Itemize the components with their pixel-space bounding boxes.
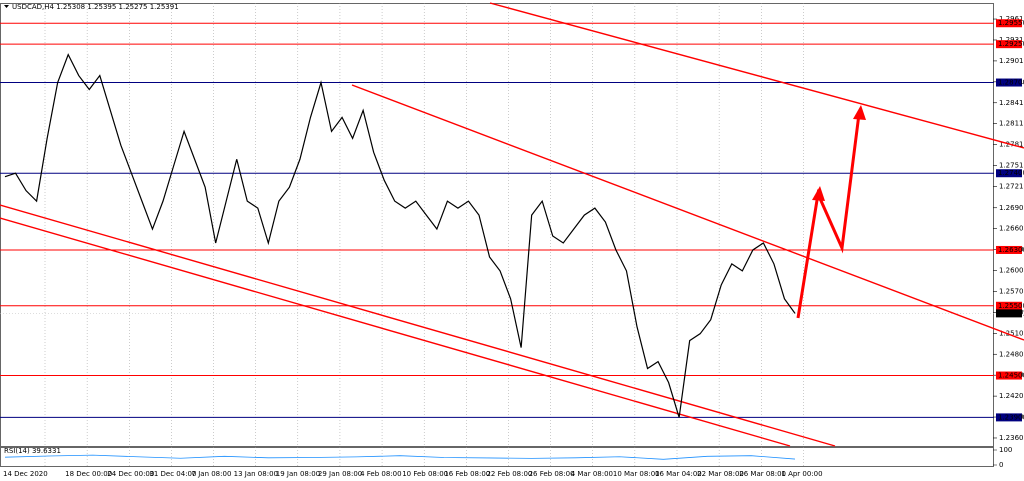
x-tick-label: 26 Feb 08:00: [529, 470, 575, 478]
levels: 1.29550 1.29250 1.28700 1.27400 1.26300 1.255…: [0, 19, 1024, 422]
x-tick-label: 1 Apr 00:00: [781, 470, 822, 478]
arrow-head: [853, 105, 866, 120]
level-label: 1.23900: [998, 413, 1024, 421]
trend-line: [489, 2, 1024, 149]
y-tick-label: 1.24205: [999, 392, 1024, 400]
level-tag: [996, 19, 1022, 28]
trend-line: [0, 204, 836, 447]
level-tag: [996, 371, 1022, 380]
x-tick-label: 7 Jan 08:00: [192, 470, 232, 478]
x-tick-label: 4 Feb 08:00: [360, 470, 401, 478]
x-tick-label: 29 Jan 08:00: [318, 470, 362, 478]
rsi-frame: [0, 447, 994, 467]
x-tick-label: 22 Feb 08:00: [486, 470, 532, 478]
last-price-label: 1.25391: [998, 309, 1024, 317]
level-label: 1.29550: [998, 19, 1024, 27]
level-tag: [996, 40, 1022, 49]
price-line: [4, 53, 796, 418]
y-tick-label: 1.25705: [999, 287, 1024, 295]
level-tag: [996, 413, 1022, 422]
y-tick-label: 1.28110: [999, 120, 1024, 128]
rsi-line: [4, 454, 796, 460]
level-label: 1.26300: [998, 246, 1024, 254]
plot: [4, 53, 796, 460]
arrow-head: [812, 186, 825, 201]
arrow-path: [796, 113, 861, 319]
y-tick-label: 1.29610: [999, 15, 1024, 23]
y-tick-label: 1.26905: [999, 204, 1024, 212]
y-tick-label: 1.25105: [999, 329, 1024, 337]
x-tick-label: 4 Mar 08:00: [571, 470, 613, 478]
trend-line: [351, 84, 1024, 341]
level-label: 1.24500: [998, 372, 1024, 380]
y-tick-label: 1.29010: [999, 57, 1024, 65]
level-label: 1.25500: [998, 302, 1024, 310]
x-tick-label: 24 Dec 00:00: [107, 470, 154, 478]
level-tag: [996, 78, 1022, 87]
y-tick-label: 1.23605: [999, 434, 1024, 442]
x-tick-label: 16 Mar 04:00: [655, 470, 702, 478]
x-tick-label: 10 Mar 08:00: [613, 470, 660, 478]
menu-icon[interactable]: [4, 5, 9, 8]
y-tick-label: 1.27510: [999, 162, 1024, 170]
level-label: 1.28700: [998, 79, 1024, 87]
plot-frame: [0, 3, 994, 447]
x-tick-label: 13 Jan 08:00: [234, 470, 278, 478]
x-tick-label: 10 Feb 08:00: [402, 470, 448, 478]
level-tag: [996, 169, 1022, 178]
x-tick-label: 14 Dec 2020: [3, 470, 48, 478]
y-tick-label: 1.27210: [999, 182, 1024, 190]
y-tick-label: 1.24805: [999, 350, 1024, 358]
y-tick-label: 1.28410: [999, 99, 1024, 107]
x-tick-label: 19 Jan 08:00: [276, 470, 320, 478]
x-tick-label: 18 Dec 00:00: [65, 470, 112, 478]
y-tick-label: 1.26005: [999, 267, 1024, 275]
trend-lines: [0, 2, 1024, 447]
last-price-tag: [996, 309, 1022, 318]
y-tick-label: 1.29310: [999, 36, 1024, 44]
y-tick-label: 1.26605: [999, 225, 1024, 233]
x-tick-label: 26 Mar 08:00: [739, 470, 786, 478]
level-tag: [996, 245, 1022, 254]
level-tag: [996, 301, 1022, 310]
x-tick-label: 22 Mar 08:00: [697, 470, 744, 478]
x-tick-label: 16 Feb 08:00: [444, 470, 490, 478]
rsi-title: RSI(14) 39.6331: [4, 447, 61, 455]
x-tick-label: 31 Dec 04:00: [149, 470, 196, 478]
forecast-arrow: [796, 105, 866, 319]
level-label: 1.27400: [998, 169, 1024, 177]
rsi-tick-label: 0: [999, 461, 1003, 469]
level-label: 1.29250: [998, 40, 1024, 48]
rsi-tick-label: 100: [999, 446, 1012, 454]
chart-title: USDCAD,H4 1.25308 1.25395 1.25275 1.2539…: [12, 3, 179, 11]
trend-line: [0, 217, 791, 447]
